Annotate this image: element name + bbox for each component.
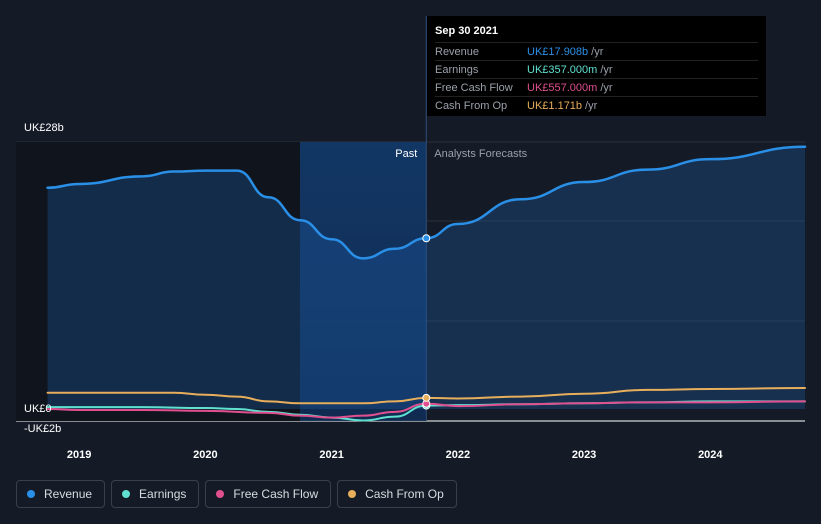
cash-from-op-marker (422, 393, 431, 402)
past-band (16, 142, 301, 421)
legend-dot-icon (27, 490, 35, 498)
x-axis-tick-label: 2019 (67, 449, 91, 461)
legend-item-revenue[interactable]: Revenue (16, 480, 106, 508)
tooltip-row-earnings: Earnings UK£357.000m /yr (435, 60, 758, 78)
legend-label: Earnings (139, 487, 187, 501)
tooltip-value: UK£17.908b (527, 45, 589, 58)
legend-item-free-cash-flow[interactable]: Free Cash Flow (205, 480, 332, 508)
tooltip-value: UK£357.000m (527, 63, 598, 76)
y-axis-label: UK£28b (24, 122, 64, 134)
legend-item-earnings[interactable]: Earnings (111, 480, 200, 508)
tooltip-value: UK£1.171b (527, 99, 583, 112)
legend-dot-icon (122, 490, 131, 498)
axis-labels: UK£28b UK£0 -UK£2b 2019 2020 2021 2022 2023 2024… (24, 122, 723, 461)
tooltip-unit: /yr (591, 45, 604, 58)
tooltip-unit: /yr (585, 99, 598, 112)
y-axis-label: UK£0 (24, 403, 52, 415)
highlight-band (300, 142, 427, 421)
tooltip-row-free-cash-flow: Free Cash Flow UK£557.000m /yr (435, 78, 758, 96)
tooltip-row-revenue: Revenue UK£17.908b /yr (435, 42, 758, 60)
tooltip-date: Sep 30 2021 (435, 25, 498, 37)
series-areas (47, 146, 806, 409)
revenue-area (47, 146, 806, 409)
legend-label: Cash From Op (365, 487, 444, 501)
series-lines (46, 145, 807, 422)
tooltip-markers (422, 234, 431, 410)
x-axis-tick-label: 2020 (193, 449, 217, 461)
x-axis-tick-label: 2024 (698, 449, 723, 461)
x-axis-tick-label: 2021 (319, 449, 343, 461)
revenue-marker (422, 234, 431, 243)
tooltip-label: Cash From Op (435, 99, 508, 112)
legend-label: Revenue (44, 487, 93, 501)
past-label: Past (395, 148, 417, 160)
legend-dot-icon (216, 490, 225, 498)
revenue-line (46, 145, 807, 260)
x-axis-tick-label: 2022 (446, 449, 470, 461)
tooltip-unit: /yr (600, 63, 613, 76)
y-axis-label: -UK£2b (24, 423, 61, 435)
highlight-bands (16, 16, 427, 421)
legend-dot-icon (348, 490, 357, 498)
legend: Revenue Earnings Free Cash Flow Cash Fro… (16, 480, 457, 508)
tooltip-label: Earnings (435, 63, 479, 76)
cash-from-op-line (46, 387, 806, 405)
free-cash-flow-line (46, 400, 806, 419)
tooltip-unit: /yr (600, 81, 613, 94)
tooltip-label: Revenue (435, 45, 480, 58)
tooltip-value: UK£557.000m (527, 81, 598, 94)
legend-item-cash-from-op[interactable]: Cash From Op (337, 480, 457, 508)
forecast-label: Analysts Forecasts (434, 148, 527, 160)
tooltip-row-cash-from-op: Cash From Op UK£1.171b /yr (435, 96, 758, 114)
tooltip: Sep 30 2021 Revenue UK£17.908b /yr Earni… (427, 16, 766, 116)
legend-label: Free Cash Flow (233, 487, 319, 501)
x-axis-tick-label: 2023 (572, 449, 596, 461)
tooltip-label: Free Cash Flow (435, 81, 513, 94)
